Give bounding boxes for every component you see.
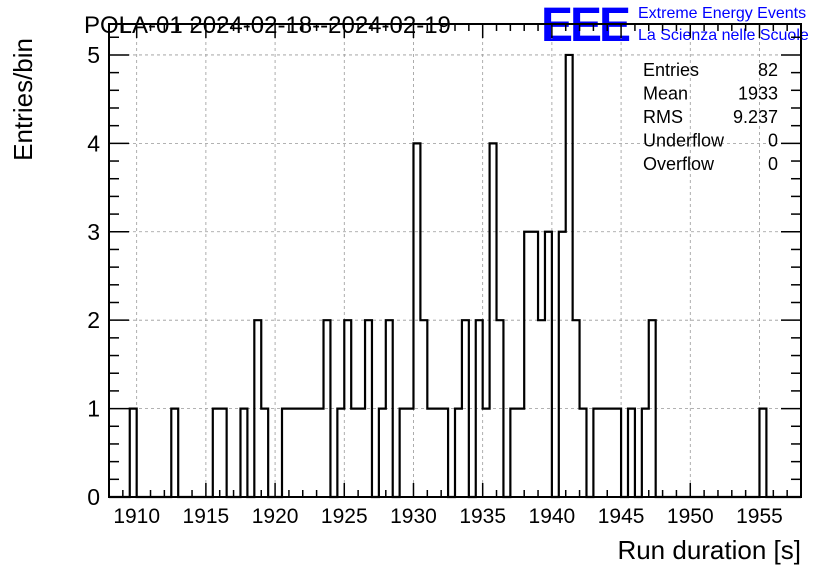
stats-label: RMS bbox=[643, 107, 683, 127]
x-tick-labels: 1910 1915 1920 1925 1930 1935 1940 1945 1950 1955 bbox=[113, 505, 783, 528]
chart-title: POLA-01 2024-02-18--2024-02-19 bbox=[84, 12, 451, 39]
stats-value: 0 bbox=[768, 131, 778, 151]
x-tick-label: 1925 bbox=[321, 505, 368, 528]
stats-value: 9.237 bbox=[733, 107, 778, 127]
eee-logo: EEE Extreme Energy Events La Scienza nel… bbox=[541, 0, 809, 52]
stats-value: 1933 bbox=[738, 84, 778, 104]
x-tick-label: 1910 bbox=[113, 505, 160, 528]
x-tick-label: 1930 bbox=[390, 505, 437, 528]
stats-value: 82 bbox=[758, 60, 778, 80]
y-tick-label: 1 bbox=[87, 396, 100, 422]
logo-line2: La Scienza nelle Scuole bbox=[638, 27, 809, 44]
y-axis-label: Entries/bin bbox=[8, 38, 38, 161]
y-tick-label: 2 bbox=[87, 307, 100, 333]
logo-mark: EEE bbox=[541, 0, 630, 52]
stats-value: 0 bbox=[768, 154, 778, 174]
x-axis-label: Run duration [s] bbox=[617, 535, 801, 565]
x-tick-label: 1920 bbox=[252, 505, 299, 528]
y-tick-labels: 0 1 2 3 4 5 bbox=[87, 42, 100, 510]
x-tick-label: 1945 bbox=[598, 505, 645, 528]
stats-label: Mean bbox=[643, 84, 688, 104]
y-tick-label: 5 bbox=[87, 42, 100, 68]
x-tick-label: 1955 bbox=[736, 505, 783, 528]
stats-label: Underflow bbox=[643, 131, 725, 151]
stats-box: Entries 82 Mean 1933 RMS 9.237 Underflow 0 Overf… bbox=[643, 60, 778, 174]
x-tick-label: 1950 bbox=[667, 505, 714, 528]
histogram-series bbox=[109, 53, 801, 499]
logo-line1: Extreme Energy Events bbox=[638, 5, 806, 22]
y-tick-label: 3 bbox=[87, 219, 100, 245]
axis-ticks bbox=[108, 24, 802, 498]
y-tick-label: 4 bbox=[87, 130, 100, 156]
x-tick-label: 1940 bbox=[529, 505, 576, 528]
y-tick-label: 0 bbox=[87, 484, 100, 510]
x-tick-label: 1935 bbox=[459, 505, 506, 528]
stats-label: Entries bbox=[643, 60, 699, 80]
x-tick-label: 1915 bbox=[183, 505, 230, 528]
stats-label: Overflow bbox=[643, 154, 715, 174]
